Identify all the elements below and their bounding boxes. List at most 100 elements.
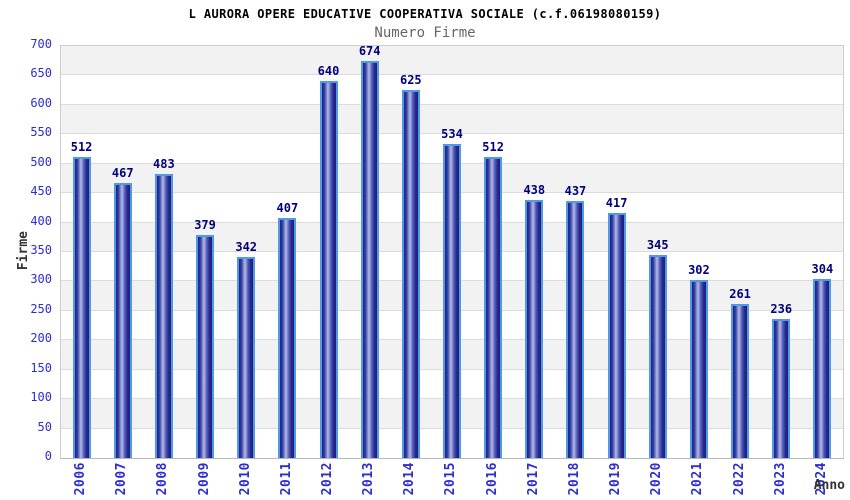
bar-value-label: 236 [770, 302, 793, 316]
bar-value-label: 342 [235, 240, 258, 254]
y-tick-label: 550 [30, 125, 52, 140]
bars-container: 512 467 483 379 342 407 640 674 625 534 512 438 437 4… [61, 44, 843, 458]
chart-title: L AURORA OPERE EDUCATIVE COOPERATIVA SOC… [188, 7, 662, 21]
x-tick-label: 2017 [525, 462, 541, 496]
bar-value-label: 261 [729, 287, 751, 301]
bar-value-label: 345 [646, 238, 669, 252]
bar-value-label: 512 [70, 140, 93, 154]
bar-2010 [237, 257, 256, 458]
bar-value-label: 512 [482, 140, 504, 154]
x-tick-cell: 2011 [266, 462, 307, 500]
x-tick-cell: 2021 [677, 462, 718, 500]
x-tick-cell: 2016 [472, 462, 513, 500]
x-tick-cell: 2013 [348, 462, 389, 500]
x-tick-label: 2013 [361, 462, 377, 496]
bar-group-2009: 379 [184, 46, 225, 458]
bar-2009 [196, 235, 215, 458]
x-axis-title: Anno [813, 478, 845, 493]
x-tick-cell: 2012 [307, 462, 348, 500]
y-tick-label: 400 [30, 213, 52, 228]
x-axis-ticks: 2006 2007 2008 2009 2010 2011 2012 2013 2014 2015… [60, 462, 842, 500]
bar-2011 [278, 218, 297, 458]
x-tick-label: 2023 [772, 462, 788, 496]
bar-2016 [484, 157, 503, 458]
x-tick-label: 2014 [402, 462, 418, 496]
bar-value-label: 379 [194, 218, 216, 232]
x-tick-cell: 2006 [60, 462, 101, 500]
bar-2012 [319, 81, 338, 458]
bar-group-2022: 261 [720, 46, 761, 458]
x-tick-label: 2015 [443, 462, 459, 496]
bar-group-2007: 467 [102, 46, 143, 458]
y-tick-label: 50 [37, 419, 52, 434]
y-tick-label: 500 [30, 154, 52, 169]
x-tick-label: 2018 [566, 462, 582, 496]
bar-value-label: 304 [811, 262, 834, 276]
bar-2021 [689, 280, 708, 458]
bar-group-2012: 640 [308, 46, 349, 458]
x-tick-label: 2007 [114, 462, 130, 496]
x-tick-label: 2021 [690, 462, 706, 496]
x-tick-label: 2022 [731, 462, 747, 496]
bar-value-label: 483 [153, 157, 175, 171]
bar-group-2006: 512 [61, 46, 102, 458]
bar-group-2019: 417 [596, 46, 637, 458]
x-tick-cell: 2020 [636, 462, 677, 500]
x-tick-label: 2009 [196, 462, 212, 496]
y-tick-label: 250 [30, 301, 52, 316]
bar-2015 [442, 144, 461, 458]
bar-group-2021: 302 [678, 46, 719, 458]
bar-group-2013: 674 [349, 44, 390, 458]
bar-value-label: 534 [441, 127, 463, 141]
x-tick-label: 2020 [649, 462, 665, 496]
bar-2017 [525, 200, 544, 458]
bar-2013 [360, 61, 379, 458]
bar-2014 [401, 90, 420, 458]
x-tick-label: 2019 [608, 462, 624, 496]
x-tick-cell: 2009 [183, 462, 224, 500]
bar-2024 [813, 279, 832, 458]
bar-value-label: 438 [523, 183, 546, 197]
bar-group-2020: 345 [637, 46, 678, 458]
bar-2022 [731, 304, 750, 458]
chart-subtitle: Numero Firme [374, 25, 476, 41]
bar-group-2024: 304 [802, 46, 843, 458]
bar-value-label: 407 [276, 201, 299, 215]
y-tick-label: 350 [30, 243, 52, 257]
plot-band [61, 46, 843, 76]
bar-value-label: 640 [317, 64, 340, 78]
plot-area: 512 467 483 379 342 407 640 674 625 534 512 438 437 4… [60, 44, 844, 459]
bar-value-label: 674 [358, 44, 381, 58]
bar-2006 [72, 157, 91, 458]
bar-value-label: 467 [111, 166, 134, 180]
x-tick-label: 2011 [278, 462, 294, 496]
x-tick-label: 2010 [237, 462, 253, 496]
plot-band [61, 75, 843, 105]
bar-value-label: 302 [688, 263, 710, 277]
bar-2018 [566, 201, 585, 458]
bar-group-2011: 407 [267, 46, 308, 458]
y-tick-label: 450 [30, 184, 52, 199]
bar-2023 [772, 319, 791, 458]
x-tick-cell: 2015 [430, 462, 471, 500]
y-tick-label: 0 [44, 449, 52, 463]
x-tick-cell: 2022 [719, 462, 760, 500]
y-tick-label: 100 [30, 390, 52, 405]
x-tick-cell: 2018 [554, 462, 595, 500]
bar-group-2018: 437 [555, 46, 596, 458]
bar-group-2014: 625 [390, 46, 431, 458]
x-tick-cell: 2019 [595, 462, 636, 500]
bar-2008 [154, 174, 173, 458]
y-tick-label: 150 [30, 360, 52, 375]
x-tick-label: 2006 [73, 462, 89, 496]
x-tick-cell: 2010 [225, 462, 266, 500]
bar-group-2010: 342 [226, 46, 267, 458]
bar-2007 [113, 183, 132, 458]
bar-value-label: 437 [564, 184, 587, 198]
bar-2020 [648, 255, 667, 458]
x-tick-label: 2012 [320, 462, 336, 496]
y-tick-label: 200 [30, 331, 52, 346]
x-tick-cell: 2023 [760, 462, 801, 500]
y-tick-label: 300 [30, 272, 52, 287]
x-tick-cell: 2007 [101, 462, 142, 500]
